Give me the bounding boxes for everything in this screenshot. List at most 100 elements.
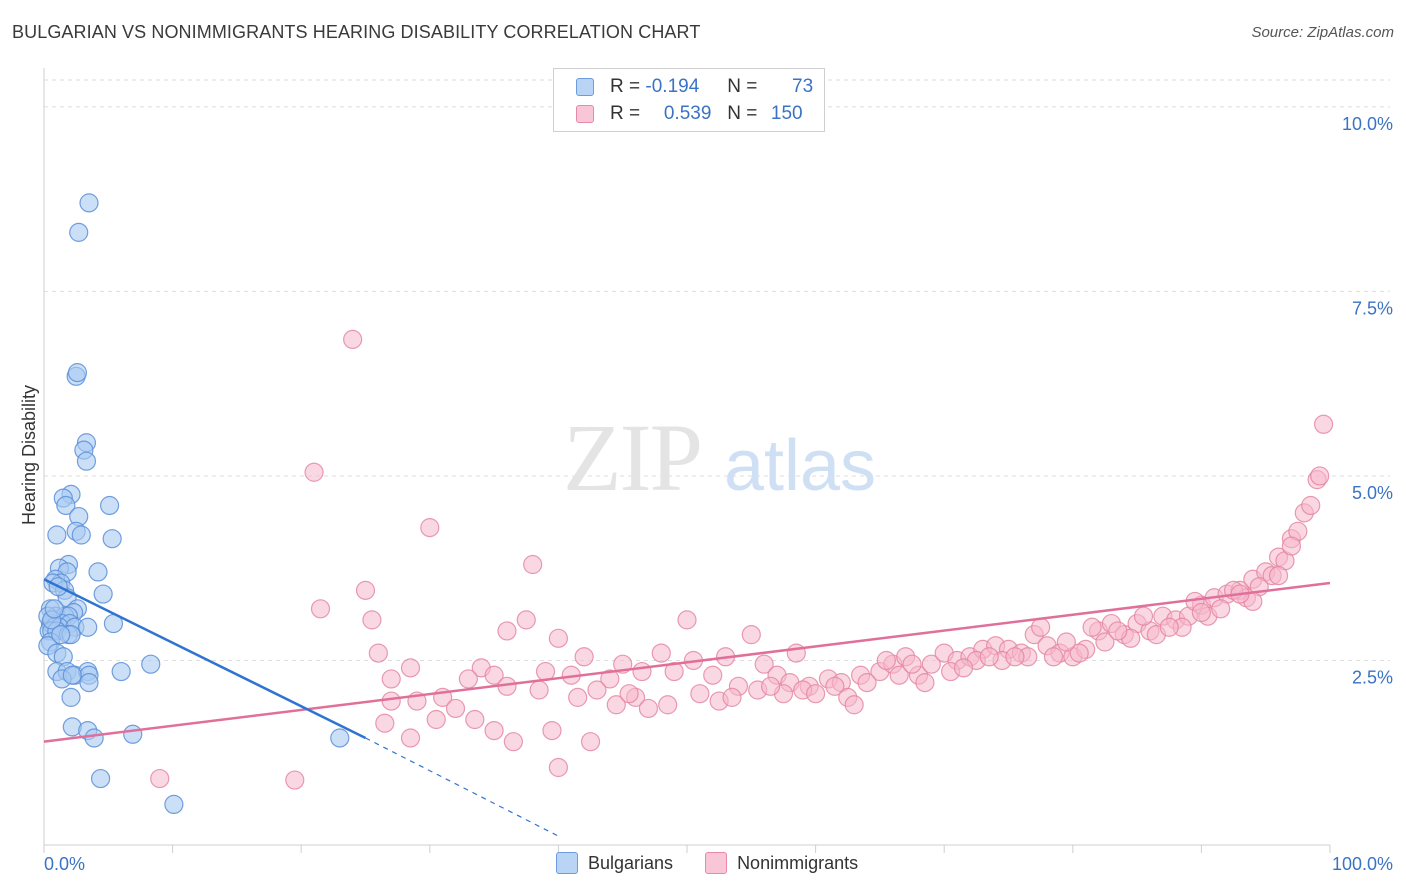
nonimmigrants-point	[1313, 414, 1334, 434]
nonimmigrants-point	[953, 658, 974, 678]
watermark-zip: ZIP	[563, 404, 701, 511]
watermark-atlas: atlas	[724, 426, 876, 506]
nonimmigrants-point	[400, 658, 421, 678]
bulgarians-trend-extension	[365, 737, 559, 837]
bulgarians-points	[38, 193, 350, 815]
nonimmigrants-point	[516, 610, 536, 630]
bulgarians-point	[61, 687, 81, 707]
bulgarians-point	[44, 599, 64, 619]
bulgarians-point	[84, 728, 104, 748]
nonimmigrants-point	[638, 698, 659, 719]
nonimmigrants-point	[658, 695, 678, 715]
nonimmigrants-point	[362, 610, 382, 630]
nonimmigrants-point	[844, 695, 864, 715]
nonimmigrants-point	[651, 643, 671, 663]
nonimmigrants-point	[754, 654, 774, 674]
n-value: 73	[792, 76, 814, 97]
x-tick-label-min: 0.0%	[44, 854, 85, 874]
bulgarians-trend-line	[43, 578, 367, 740]
nonimmigrants-point	[465, 709, 485, 730]
nonimmigrants-point	[458, 669, 478, 689]
legend-row-bulgarians: R = -0.194 N = 73	[576, 74, 813, 100]
bulgarians-point	[93, 584, 113, 604]
nonimmigrants-point	[1268, 565, 1289, 586]
nonimmigrants-point	[400, 728, 421, 748]
nonimmigrants-point	[1069, 643, 1089, 663]
bulgarians-point	[330, 728, 350, 748]
r-value: 0.539	[663, 103, 712, 124]
legend-item-nonimmigrants[interactable]: Nonimmigrants	[705, 852, 858, 874]
bulgarians-point	[56, 495, 76, 516]
nonimmigrants-point	[1301, 495, 1321, 516]
legend-swatch-pink	[705, 852, 728, 874]
nonimmigrants-point	[1159, 617, 1179, 637]
nonimmigrants-point	[664, 661, 684, 682]
nonimmigrants-point	[889, 665, 909, 685]
nonimmigrants-point	[445, 698, 466, 719]
bulgarians-point	[78, 617, 98, 637]
nonimmigrants-point	[529, 680, 549, 700]
nonimmigrants-point	[722, 687, 742, 707]
bulgarians-point	[111, 661, 131, 682]
bulgarians-point	[88, 562, 108, 582]
nonimmigrants-point	[580, 732, 601, 752]
source-credit: Source: ZipAtlas.com	[1251, 24, 1394, 41]
legend-swatch-blue	[576, 78, 594, 96]
nonimmigrants-point	[1133, 606, 1154, 626]
bulgarians-point	[79, 673, 99, 693]
nonimmigrants-point	[574, 647, 594, 667]
bulgarians-point	[76, 451, 97, 471]
y-tick-label: 5.0%	[1352, 483, 1393, 503]
n-value: 150	[770, 103, 803, 124]
bulgarians-point	[69, 222, 89, 242]
nonimmigrants-points	[150, 329, 1334, 790]
nonimmigrants-point	[741, 625, 761, 645]
nonimmigrants-point	[857, 673, 877, 693]
series-legend: Bulgarians Nonimmigrants	[556, 852, 890, 874]
chart-title: BULGARIAN VS NONIMMIGRANTS HEARING DISAB…	[12, 22, 701, 42]
legend-swatch-blue	[556, 852, 578, 874]
nonimmigrants-point	[1211, 599, 1231, 619]
nonimmigrants-point	[548, 628, 569, 648]
n-label: N =	[727, 103, 758, 124]
nonimmigrants-point	[902, 654, 922, 674]
correlation-legend: R = -0.194 N = 73 R = 0.539 N = 150	[553, 68, 825, 132]
nonimmigrants-point	[548, 757, 569, 778]
nonimmigrants-point	[876, 650, 896, 671]
nonimmigrants-point	[381, 691, 401, 711]
n-label: N =	[727, 76, 758, 97]
nonimmigrants-point	[304, 462, 324, 482]
nonimmigrants-point	[355, 580, 376, 600]
bulgarians-point	[71, 525, 91, 545]
nonimmigrants-point	[375, 713, 395, 733]
bulgarians-point	[123, 724, 143, 744]
nonimmigrants-point	[503, 732, 523, 752]
nonimmigrants-point	[786, 643, 806, 663]
nonimmigrants-point	[805, 684, 826, 704]
nonimmigrants-point	[1108, 621, 1128, 641]
tick-labels: 2.5% 5.0% 7.5% 10.0% 0.0% 100.0%	[44, 114, 1393, 874]
nonimmigrants-point	[979, 647, 999, 667]
nonimmigrants-point	[921, 654, 941, 674]
nonimmigrants-point	[1005, 647, 1025, 667]
nonimmigrants-point	[420, 518, 440, 538]
nonimmigrants-point	[523, 554, 543, 575]
nonimmigrants-point	[690, 684, 710, 704]
nonimmigrants-point	[343, 329, 363, 350]
nonimmigrants-point	[484, 665, 504, 685]
bulgarians-point	[164, 794, 184, 815]
gridlines	[44, 79, 1390, 661]
nonimmigrants-point	[1310, 466, 1330, 486]
nonimmigrants-point	[484, 720, 504, 741]
x-tick-label-max: 100.0%	[1332, 854, 1393, 874]
legend-row-nonimmigrants: R = 0.539 N = 150	[576, 101, 803, 127]
r-value: -0.194	[645, 76, 700, 97]
nonimmigrants-point	[1191, 602, 1212, 623]
nonimmigrants-point	[760, 676, 781, 696]
bulgarians-point	[90, 768, 111, 789]
legend-item-bulgarians[interactable]: Bulgarians	[556, 852, 673, 874]
nonimmigrants-point	[632, 661, 652, 682]
nonimmigrants-point	[1031, 617, 1051, 637]
legend-label: Bulgarians	[588, 852, 674, 873]
